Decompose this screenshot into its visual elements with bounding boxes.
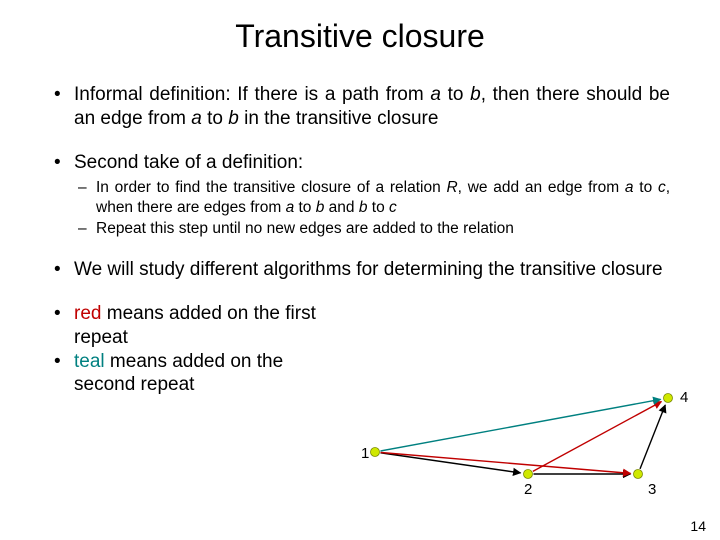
bullet-1: Informal definition: If there is a path … xyxy=(50,83,670,131)
var-c: c xyxy=(389,199,397,216)
node-3 xyxy=(634,470,643,479)
var-R: R xyxy=(446,179,457,196)
legend-red: red means added on the first repeat xyxy=(50,302,335,350)
slide: Transitive closure Informal definition: … xyxy=(0,0,720,540)
var-c: c xyxy=(658,179,666,196)
text: and xyxy=(324,199,358,216)
legend-teal: teal means added on the second repeat xyxy=(50,350,335,398)
edge-2-4 xyxy=(533,402,662,472)
legend-teal-label: teal xyxy=(74,351,105,372)
graph-diagram: 1 2 3 4 xyxy=(330,390,690,520)
legend: red means added on the first repeat teal… xyxy=(50,302,335,397)
edge-3-4 xyxy=(640,405,665,469)
legend-teal-text: means added on the second repeat xyxy=(74,351,283,396)
text: Informal definition: If there is a path … xyxy=(74,84,430,105)
node-label-2: 2 xyxy=(524,481,532,498)
legend-red-label: red xyxy=(74,303,101,324)
text: to xyxy=(202,108,228,129)
text: Second take of a definition: xyxy=(74,152,303,173)
sub-bullet-2: Repeat this step until no new edges are … xyxy=(74,219,670,238)
var-b: b xyxy=(228,108,239,129)
var-a: a xyxy=(625,179,634,196)
sub-bullet-1: In order to find the transitive closure … xyxy=(74,178,670,217)
var-a: a xyxy=(286,199,295,216)
node-label-3: 3 xyxy=(648,481,656,498)
text: to xyxy=(294,199,316,216)
bullet-2: Second take of a definition: In order to… xyxy=(50,151,670,239)
bottom-row: red means added on the first repeat teal… xyxy=(50,302,670,397)
text: In order to find the transitive closure … xyxy=(96,179,446,196)
text: to xyxy=(441,84,470,105)
var-b: b xyxy=(470,84,481,105)
sub-list: In order to find the transitive closure … xyxy=(74,178,670,238)
node-label-1: 1 xyxy=(361,445,369,462)
text: , we add an edge from xyxy=(458,179,625,196)
bullet-3: We will study different algorithms for d… xyxy=(50,258,670,282)
var-a: a xyxy=(191,108,202,129)
page-number: 14 xyxy=(690,518,706,534)
slide-title: Transitive closure xyxy=(50,18,670,55)
node-4 xyxy=(664,394,673,403)
text: to xyxy=(634,179,658,196)
node-2 xyxy=(524,470,533,479)
text: to xyxy=(367,199,389,216)
node-1 xyxy=(371,448,380,457)
legend-list: red means added on the first repeat teal… xyxy=(50,302,335,397)
legend-red-text: means added on the first repeat xyxy=(74,303,316,348)
bullet-list: Informal definition: If there is a path … xyxy=(50,83,670,282)
var-a: a xyxy=(430,84,441,105)
text: in the transitive closure xyxy=(239,108,439,129)
node-label-4: 4 xyxy=(680,390,688,406)
